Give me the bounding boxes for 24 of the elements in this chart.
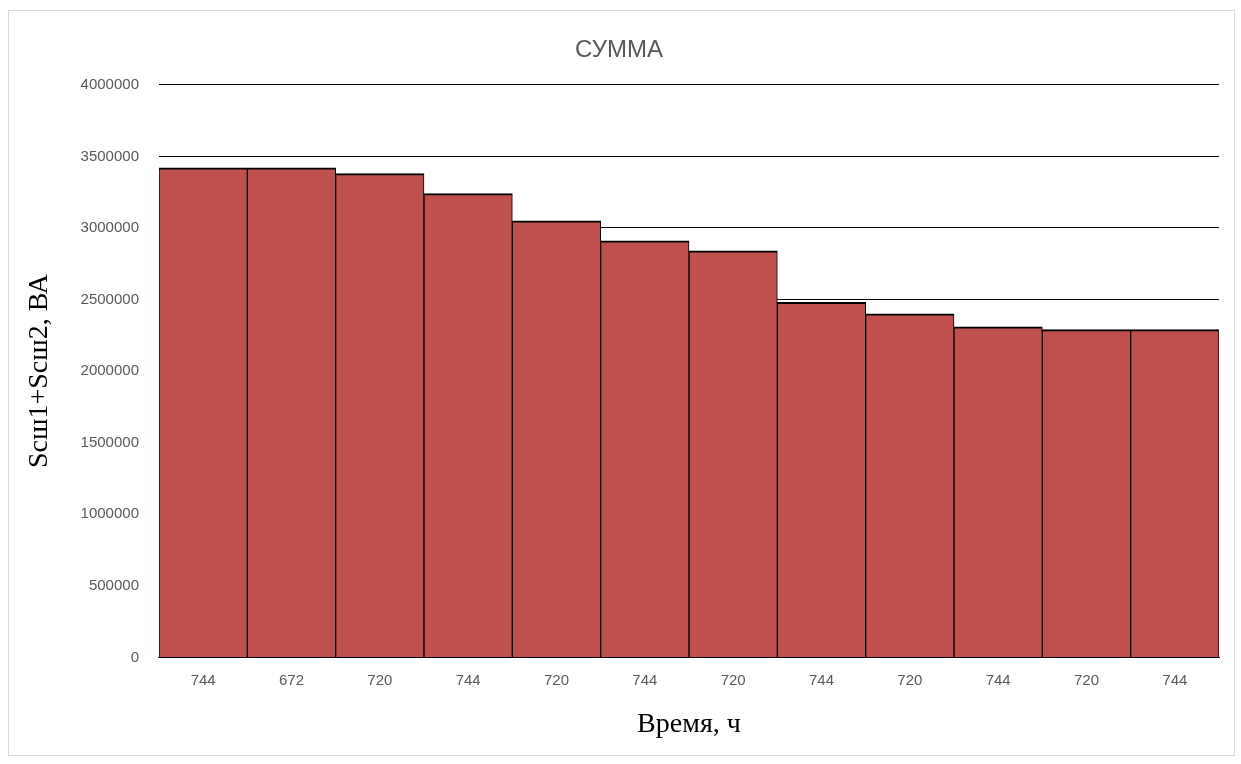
x-tick-label: 744 bbox=[190, 670, 216, 688]
x-tick-label: 744 bbox=[985, 670, 1011, 688]
y-tick-label: 2000000 bbox=[80, 361, 139, 379]
x-axis-title: Время, ч bbox=[637, 706, 741, 738]
x-tick-label: 720 bbox=[543, 670, 570, 688]
y-tick-label: 1000000 bbox=[80, 504, 139, 522]
x-tick-label: 744 bbox=[455, 670, 481, 688]
y-tick-label: 500000 bbox=[88, 575, 139, 593]
y-tick-label: 0 bbox=[130, 647, 139, 665]
y-axis-title: Scш1+Scш2, ВА bbox=[22, 273, 54, 469]
x-tick-label: 720 bbox=[1073, 670, 1100, 688]
chart-title: СУММА bbox=[575, 35, 663, 63]
x-tick-label: 744 bbox=[1162, 670, 1188, 688]
x-tick-label: 744 bbox=[808, 670, 835, 688]
x-tick-label: 720 bbox=[367, 670, 393, 688]
y-tick-label: 4000000 bbox=[80, 74, 139, 92]
y-tick-label: 3500000 bbox=[80, 146, 139, 164]
y-tick-label: 3000000 bbox=[80, 218, 139, 236]
x-tick-label: 744 bbox=[632, 670, 658, 688]
x-tick-label: 720 bbox=[897, 670, 923, 688]
y-tick-label: 2500000 bbox=[80, 289, 139, 307]
x-tick-label: 672 bbox=[278, 670, 305, 688]
y-tick-label: 1500000 bbox=[80, 432, 139, 450]
x-tick-label: 720 bbox=[720, 670, 746, 688]
